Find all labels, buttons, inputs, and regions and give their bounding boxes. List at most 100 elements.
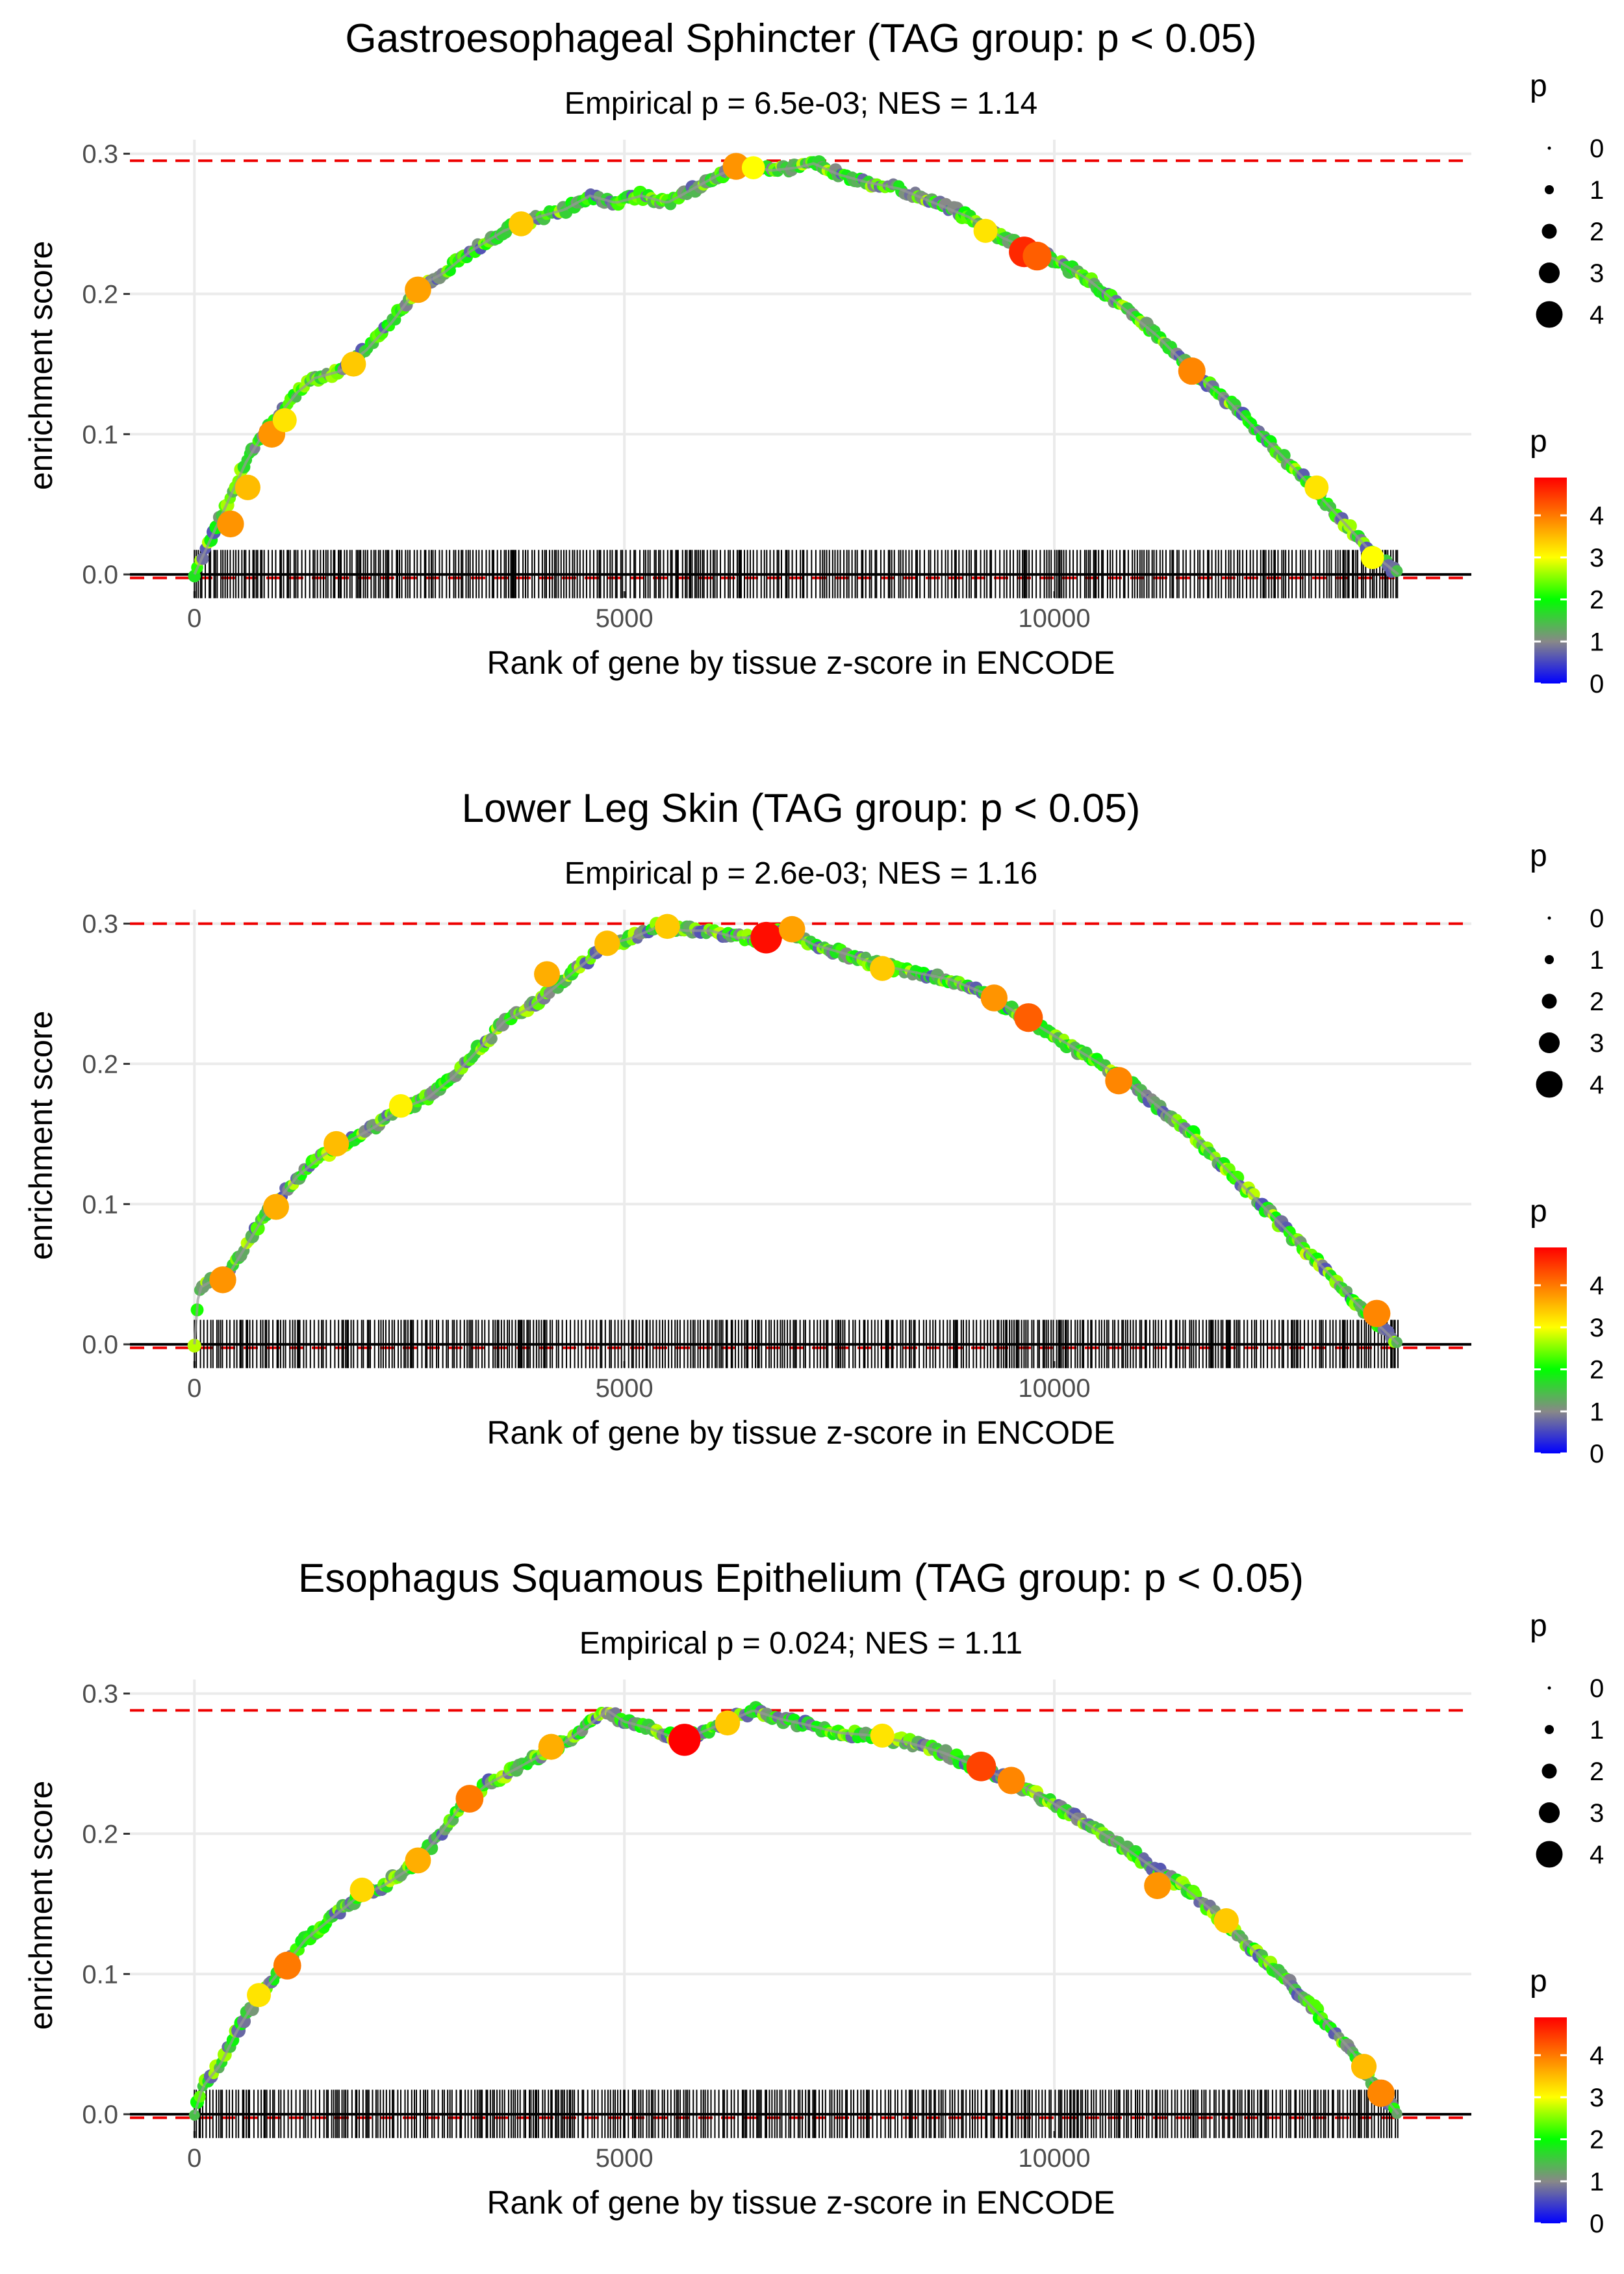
size-legend-dot (1536, 1071, 1563, 1098)
chart-panel-1: Gastroesophageal Sphincter (TAG group: p… (23, 16, 1471, 681)
size-legend-label: 4 (1590, 1841, 1604, 1869)
size-legend-label: 2 (1590, 988, 1604, 1016)
highlight-point (594, 930, 620, 956)
colorbar-label: 4 (1590, 502, 1604, 530)
highlight-point (405, 1847, 431, 1874)
size-legend-title: p (1530, 839, 1547, 873)
legend-2: p 0 1 2 3 4 p 0 1 2 3 4 (1530, 839, 1604, 1468)
highlight-point (1213, 1908, 1239, 1934)
highlight-points (209, 913, 1391, 1327)
x-tick-label: 0 (187, 1374, 201, 1403)
legend-3: p 0 1 2 3 4 p 0 1 2 3 4 (1530, 1609, 1604, 2238)
highlight-point (405, 276, 431, 303)
size-legend-label: 4 (1590, 1071, 1604, 1099)
highlight-point (209, 1266, 236, 1294)
highlight-point (247, 1983, 272, 2008)
colorbar-label: 0 (1590, 2210, 1604, 2238)
highlight-point (388, 1094, 413, 1118)
chart-subtitle: Empirical p = 6.5e-03; NES = 1.14 (565, 86, 1037, 121)
size-legend-dot (1545, 185, 1554, 194)
size-legend-label: 3 (1590, 1799, 1604, 1828)
y-tick-label: 0.3 (82, 1680, 118, 1709)
colorbar-label: 0 (1590, 670, 1604, 698)
highlight-point (966, 1751, 996, 1782)
y-tick-label: 0.2 (82, 1050, 118, 1079)
x-tick-label: 5000 (596, 2144, 653, 2173)
size-legend-title: p (1530, 1609, 1547, 1643)
es-line (193, 162, 1399, 576)
size-legend-dot (1539, 1032, 1560, 1053)
y-tick-label: 0.2 (82, 1820, 118, 1848)
size-legend-label: 1 (1590, 1716, 1604, 1744)
highlight-point (509, 211, 534, 236)
size-legend-dot (1547, 916, 1551, 920)
highlight-point (1363, 1299, 1391, 1327)
x-tick-label: 5000 (596, 604, 653, 633)
highlight-point (538, 1733, 565, 1760)
highlight-point (997, 1767, 1025, 1795)
highlight-point (349, 1877, 375, 1902)
highlight-point (750, 921, 782, 954)
x-axis-label: Rank of gene by tissue z-score in ENCODE (487, 1414, 1115, 1451)
x-tick-label: 0 (187, 604, 201, 633)
size-legend-label: 0 (1590, 904, 1604, 933)
size-legend-dot (1545, 955, 1554, 964)
y-tick-label: 0.0 (82, 561, 118, 589)
size-legend-label: 0 (1590, 1674, 1604, 1703)
colorbar (1534, 1247, 1567, 1453)
es-curve (187, 917, 1403, 1353)
highlight-point (1351, 2054, 1377, 2080)
highlight-point (973, 218, 998, 243)
x-tick-label: 10000 (1018, 2144, 1090, 2173)
chart-title: Lower Leg Skin (TAG group: p < 0.05) (462, 786, 1141, 831)
chart-panel-3: Esophagus Squamous Epithelium (TAG group… (23, 1556, 1471, 2221)
size-legend-dot (1547, 1686, 1551, 1690)
size-legend-label: 2 (1590, 218, 1604, 246)
es-curve (188, 155, 1403, 583)
highlight-points (217, 153, 1384, 569)
x-tick-label: 5000 (596, 1374, 653, 1403)
highlight-points (247, 1710, 1395, 2107)
highlight-point (1014, 1003, 1043, 1032)
highlight-point (340, 351, 366, 377)
highlight-point (722, 153, 750, 180)
chart-subtitle: Empirical p = 0.024; NES = 1.11 (579, 1626, 1022, 1661)
colorbar (1534, 2017, 1567, 2223)
highlight-point (263, 1194, 289, 1220)
highlight-point (980, 984, 1008, 1012)
highlight-point (668, 1724, 701, 1756)
size-legend-dot (1539, 1802, 1560, 1823)
colorbar-label: 2 (1590, 586, 1604, 615)
size-legend-label: 1 (1590, 946, 1604, 975)
highlight-point (715, 1710, 741, 1736)
color-legend-title: p (1530, 1194, 1547, 1229)
color-legend-title: p (1530, 424, 1547, 459)
highlight-point (324, 1131, 349, 1157)
y-tick-label: 0.0 (82, 1331, 118, 1359)
highlight-point (455, 1785, 484, 1813)
x-tick-label: 10000 (1018, 604, 1090, 633)
size-legend-label: 1 (1590, 176, 1604, 205)
chart-panel-2: Lower Leg Skin (TAG group: p < 0.05) Empi… (23, 786, 1471, 1451)
size-legend-title: p (1530, 69, 1547, 103)
colorbar-label: 2 (1590, 2126, 1604, 2154)
size-legend-dot (1539, 262, 1560, 283)
size-legend-dot (1545, 1725, 1554, 1734)
y-tick-label: 0.1 (82, 1190, 118, 1219)
highlight-point (1144, 1872, 1171, 1899)
highlight-point (272, 408, 297, 433)
legend-1: p 0 1 2 3 4 p 0 1 2 3 4 (1530, 69, 1604, 698)
highlight-point (778, 915, 806, 943)
chart-title: Esophagus Squamous Epithelium (TAG group… (298, 1556, 1304, 1601)
colorbar-label: 4 (1590, 2041, 1604, 2070)
colorbar-label: 0 (1590, 1440, 1604, 1468)
es-line (193, 925, 1399, 1346)
size-legend-dot (1536, 1841, 1563, 1868)
es-line (193, 1709, 1400, 2115)
size-legend-label: 4 (1590, 301, 1604, 329)
highlight-point (1304, 475, 1329, 500)
y-tick-label: 0.1 (82, 420, 118, 449)
size-legend-label: 0 (1590, 134, 1604, 163)
size-legend-label: 2 (1590, 1757, 1604, 1786)
